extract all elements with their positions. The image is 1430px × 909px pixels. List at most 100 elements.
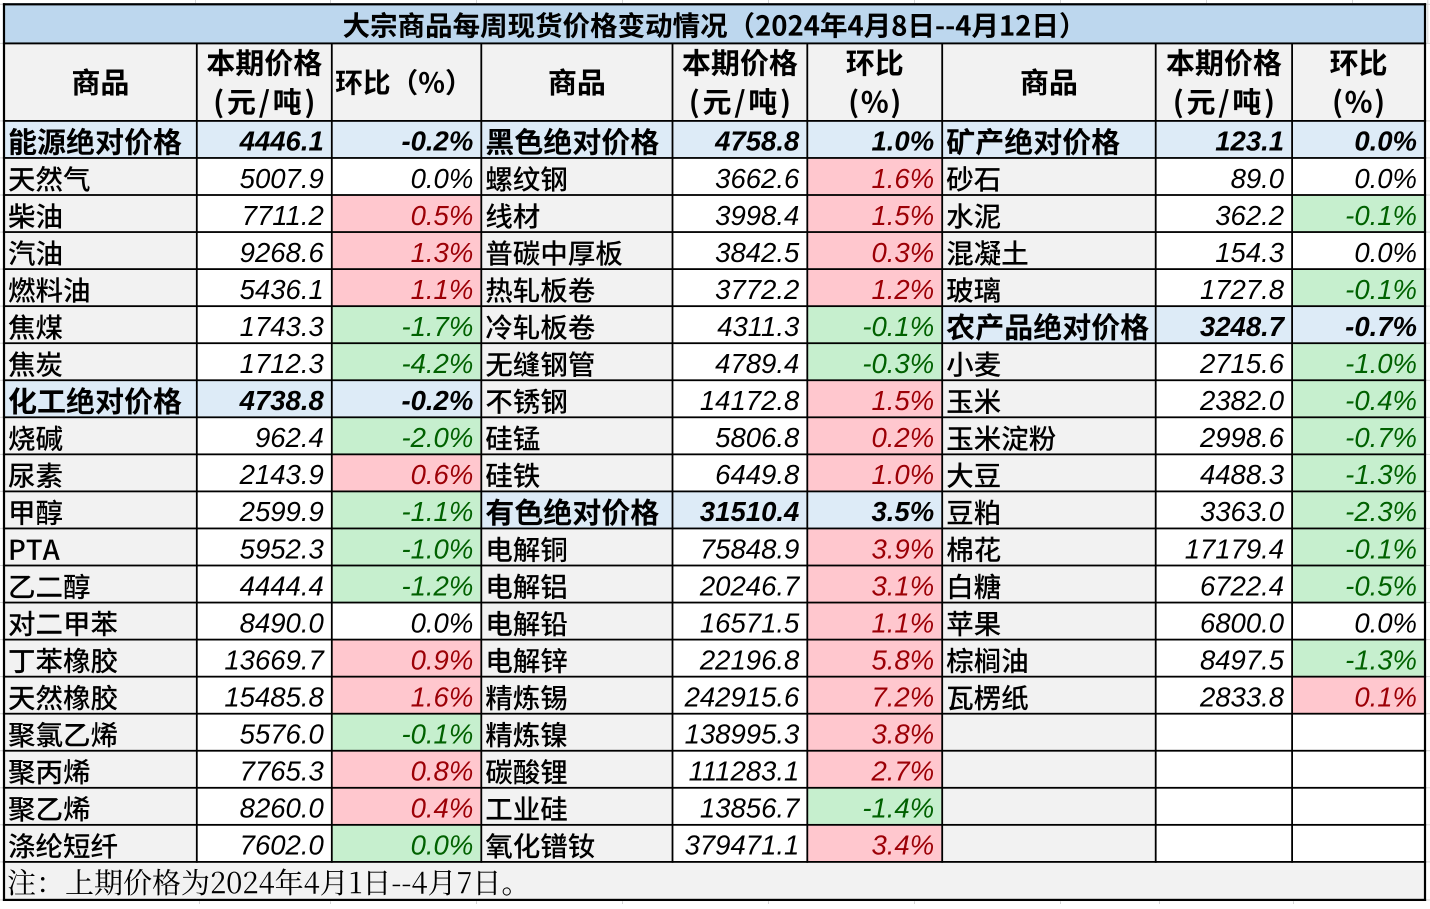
svg-text:2143.9: 2143.9 [239, 459, 324, 490]
svg-text:4444.4: 4444.4 [240, 570, 324, 601]
svg-text:0.0%: 0.0% [1354, 163, 1417, 194]
svg-text:0.0%: 0.0% [1354, 237, 1417, 268]
svg-text:3842.5: 3842.5 [715, 237, 800, 268]
svg-text:17179.4: 17179.4 [1185, 533, 1284, 564]
svg-text:-1.3%: -1.3% [1345, 644, 1417, 675]
svg-text:14172.8: 14172.8 [700, 385, 800, 416]
svg-text:-1.7%: -1.7% [401, 311, 473, 342]
svg-text:2.7%: 2.7% [871, 756, 935, 787]
svg-text:3998.4: 3998.4 [715, 200, 799, 231]
svg-text:1.3%: 1.3% [411, 237, 474, 268]
svg-text:1.2%: 1.2% [872, 274, 935, 305]
svg-text:-0.7%: -0.7% [1345, 311, 1417, 342]
svg-text:6449.8: 6449.8 [715, 459, 800, 490]
svg-text:3.1%: 3.1% [872, 570, 935, 601]
svg-text:-0.3%: -0.3% [862, 348, 934, 379]
svg-text:0.5%: 0.5% [411, 200, 474, 231]
svg-text:1727.8: 1727.8 [1200, 274, 1285, 305]
svg-text:4488.3: 4488.3 [1200, 459, 1285, 490]
svg-text:1.0%: 1.0% [872, 459, 935, 490]
svg-text:5806.8: 5806.8 [715, 422, 800, 453]
svg-text:242915.6: 242915.6 [684, 681, 800, 712]
svg-text:75848.9: 75848.9 [700, 533, 799, 564]
svg-text:-0.1%: -0.1% [1345, 533, 1417, 564]
svg-text:-1.4%: -1.4% [862, 793, 934, 824]
svg-text:5576.0: 5576.0 [240, 719, 325, 750]
svg-text:31510.4: 31510.4 [700, 496, 799, 527]
svg-text:-1.0%: -1.0% [1345, 348, 1417, 379]
svg-text:9268.6: 9268.6 [240, 237, 325, 268]
svg-text:13856.7: 13856.7 [700, 793, 801, 824]
svg-text:379471.1: 379471.1 [685, 830, 800, 861]
svg-text:3363.0: 3363.0 [1200, 496, 1285, 527]
svg-text:4758.8: 4758.8 [714, 126, 800, 157]
svg-text:0.9%: 0.9% [411, 644, 474, 675]
svg-text:1.0%: 1.0% [872, 126, 935, 157]
svg-text:3.8%: 3.8% [872, 719, 935, 750]
svg-text:1.1%: 1.1% [872, 607, 935, 638]
svg-text:0.3%: 0.3% [872, 237, 935, 268]
svg-text:5436.1: 5436.1 [240, 274, 324, 305]
svg-text:1.1%: 1.1% [411, 274, 474, 305]
svg-text:123.1: 123.1 [1215, 126, 1284, 157]
svg-text:3.5%: 3.5% [872, 496, 935, 527]
svg-text:0.0%: 0.0% [411, 607, 474, 638]
svg-text:7602.0: 7602.0 [240, 830, 325, 861]
svg-text:-0.7%: -0.7% [1345, 422, 1417, 453]
svg-text:111283.1: 111283.1 [689, 756, 800, 787]
svg-text:8490.0: 8490.0 [240, 607, 325, 638]
svg-text:-0.2%: -0.2% [401, 385, 473, 416]
svg-text:-1.2%: -1.2% [401, 570, 473, 601]
svg-text:15485.8: 15485.8 [224, 681, 324, 712]
svg-text:-1.0%: -1.0% [401, 533, 473, 564]
svg-text:-0.4%: -0.4% [1345, 385, 1417, 416]
svg-text:-0.1%: -0.1% [862, 311, 934, 342]
svg-text:-0.1%: -0.1% [401, 719, 473, 750]
svg-text:20246.7: 20246.7 [699, 570, 801, 601]
svg-text:-1.1%: -1.1% [401, 496, 473, 527]
svg-text:1712.3: 1712.3 [240, 348, 325, 379]
svg-text:3.4%: 3.4% [872, 830, 935, 861]
svg-text:5952.3: 5952.3 [240, 533, 325, 564]
svg-text:89.0: 89.0 [1231, 163, 1285, 194]
svg-text:7.2%: 7.2% [872, 681, 935, 712]
svg-text:1.5%: 1.5% [872, 200, 935, 231]
svg-text:1.5%: 1.5% [872, 385, 935, 416]
svg-text:2833.8: 2833.8 [1199, 681, 1285, 712]
svg-text:0.6%: 0.6% [411, 459, 474, 490]
svg-text:-4.2%: -4.2% [401, 348, 473, 379]
svg-text:3662.6: 3662.6 [715, 163, 800, 194]
svg-text:8260.0: 8260.0 [240, 793, 325, 824]
svg-text:4738.8: 4738.8 [239, 385, 325, 416]
svg-text:362.2: 362.2 [1215, 200, 1284, 231]
svg-text:0.0%: 0.0% [1354, 607, 1417, 638]
svg-text:1.6%: 1.6% [411, 681, 474, 712]
svg-text:6722.4: 6722.4 [1200, 570, 1284, 601]
svg-text:7711.2: 7711.2 [242, 200, 324, 231]
svg-text:3772.2: 3772.2 [715, 274, 799, 305]
svg-text:7765.3: 7765.3 [240, 756, 325, 787]
svg-text:-0.1%: -0.1% [1345, 274, 1417, 305]
svg-text:22196.8: 22196.8 [699, 644, 800, 675]
svg-text:0.1%: 0.1% [1354, 681, 1417, 712]
svg-text:0.2%: 0.2% [872, 422, 935, 453]
svg-text:3.9%: 3.9% [872, 533, 935, 564]
svg-text:-0.1%: -0.1% [1345, 200, 1417, 231]
svg-text:4789.4: 4789.4 [715, 348, 799, 379]
svg-text:4311.3: 4311.3 [717, 311, 800, 342]
svg-text:0.0%: 0.0% [411, 830, 474, 861]
svg-text:154.3: 154.3 [1215, 237, 1285, 268]
svg-text:2382.0: 2382.0 [1199, 385, 1285, 416]
svg-text:0.0%: 0.0% [411, 163, 474, 194]
svg-text:-0.5%: -0.5% [1345, 570, 1417, 601]
svg-text:0.4%: 0.4% [411, 793, 474, 824]
svg-text:3248.7: 3248.7 [1200, 311, 1286, 342]
svg-text:6800.0: 6800.0 [1200, 607, 1285, 638]
svg-text:16571.5: 16571.5 [700, 607, 800, 638]
svg-text:-2.0%: -2.0% [401, 422, 473, 453]
svg-text:5007.9: 5007.9 [240, 163, 324, 194]
svg-text:5.8%: 5.8% [872, 644, 935, 675]
svg-text:-0.2%: -0.2% [401, 126, 473, 157]
svg-text:2998.6: 2998.6 [1199, 422, 1285, 453]
svg-text:13669.7: 13669.7 [224, 644, 325, 675]
